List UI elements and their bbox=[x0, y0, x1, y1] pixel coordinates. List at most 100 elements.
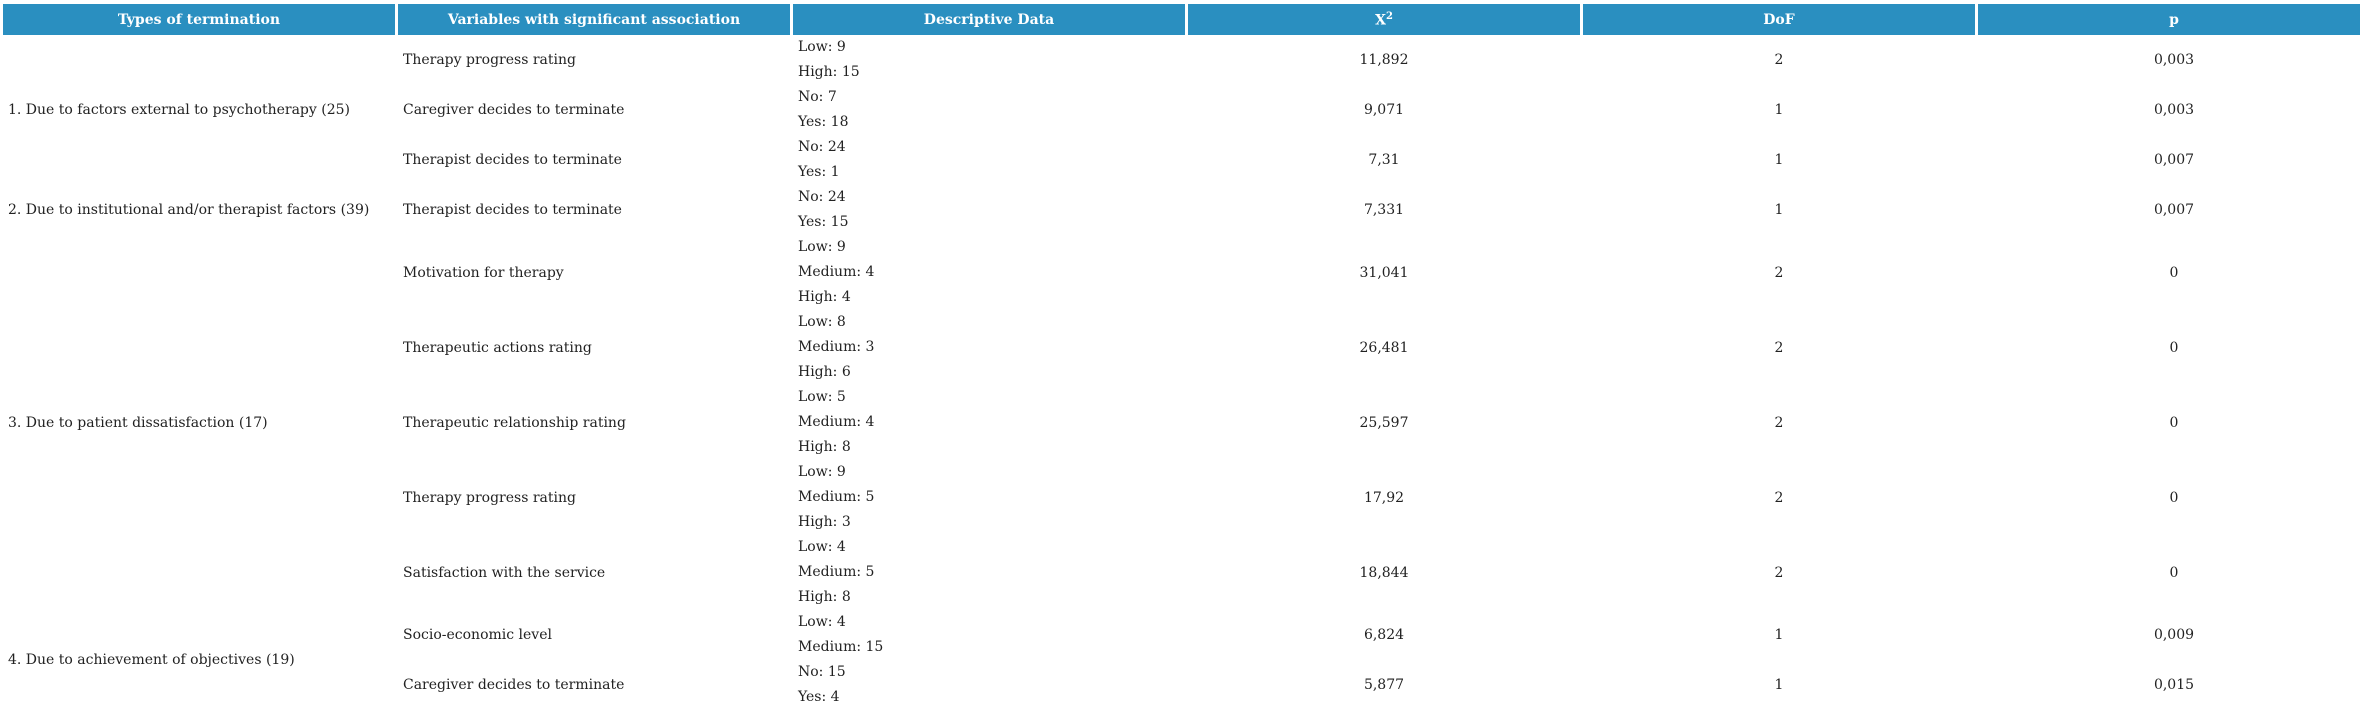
descriptive-line: Yes: 18 bbox=[798, 114, 849, 130]
dof-cell: 1 bbox=[1774, 152, 1784, 168]
chi-square-cell: 18,844 bbox=[1359, 564, 1409, 581]
table-body: 1. Due to factors external to psychother… bbox=[3, 35, 2360, 710]
descriptive-line: Medium: 3 bbox=[798, 339, 875, 355]
variable-cell: Therapy progress rating bbox=[403, 52, 576, 68]
p-value-cell: 0 bbox=[2169, 264, 2179, 281]
descriptive-cell: Low: 9 High: 15 bbox=[793, 35, 1185, 85]
descriptive-line: High: 15 bbox=[798, 64, 860, 80]
descriptive-cell: No: 24 Yes: 15 bbox=[793, 185, 1185, 235]
header-desc: Descriptive Data bbox=[793, 4, 1185, 35]
descriptive-line: Low: 8 bbox=[798, 314, 846, 330]
descriptive-line: High: 6 bbox=[798, 364, 851, 380]
descriptive-cell: Low: 4 Medium: 5 High: 8 bbox=[793, 535, 1185, 610]
chi-square-cell: 25,597 bbox=[1359, 414, 1409, 431]
descriptive-line: Medium: 4 bbox=[798, 414, 875, 430]
descriptive-line: No: 24 bbox=[798, 139, 846, 155]
header-chi: X2 bbox=[1188, 4, 1580, 35]
descriptive-line: No: 24 bbox=[798, 189, 846, 205]
descriptive-line: High: 4 bbox=[798, 289, 851, 305]
table-row: Therapeutic actions rating Low: 8 Medium: … bbox=[3, 310, 2360, 385]
descriptive-line: Medium: 15 bbox=[798, 639, 884, 655]
dof-cell: 2 bbox=[1774, 489, 1784, 506]
chi-square-cell: 17,92 bbox=[1363, 489, 1405, 506]
dof-cell: 1 bbox=[1774, 627, 1784, 643]
descriptive-line: Low: 4 bbox=[798, 614, 846, 630]
variable-cell: Caregiver decides to terminate bbox=[403, 102, 625, 118]
descriptive-cell: No: 24 Yes: 1 bbox=[793, 135, 1185, 185]
p-value-cell: 0,003 bbox=[2153, 102, 2195, 118]
chi-square-cell: 31,041 bbox=[1359, 264, 1409, 281]
termination-type-cell: 4. Due to achievement of objectives (19) bbox=[8, 652, 295, 668]
dof-cell: 2 bbox=[1774, 339, 1784, 356]
dof-cell: 1 bbox=[1774, 677, 1784, 693]
descriptive-cell: Low: 9 Medium: 4 High: 4 bbox=[793, 235, 1185, 310]
p-value-cell: 0,009 bbox=[2153, 627, 2195, 643]
descriptive-line: Low: 4 bbox=[798, 539, 846, 555]
termination-type-cell: 2. Due to institutional and/or therapist… bbox=[8, 202, 370, 218]
table-row: Satisfaction with the service Low: 4 Mediu… bbox=[3, 535, 2360, 610]
header-row: Types of termination Variables with sign… bbox=[3, 4, 2360, 35]
table-row: Caregiver decides to terminate No: 7 Yes: … bbox=[3, 85, 2360, 135]
descriptive-line: High: 3 bbox=[798, 514, 851, 530]
chi-square-cell: 6,824 bbox=[1363, 627, 1405, 643]
descriptive-cell: Low: 5 Medium: 4 High: 8 bbox=[793, 385, 1185, 460]
p-value-cell: 0 bbox=[2169, 414, 2179, 431]
descriptive-line: No: 15 bbox=[798, 664, 846, 680]
header-chi-sup: 2 bbox=[1385, 10, 1393, 22]
termination-type-cell: 3. Due to patient dissatisfaction (17) bbox=[8, 414, 268, 431]
descriptive-line: Medium: 5 bbox=[798, 564, 875, 580]
table-row: Therapist decides to terminate No: 24 Yes:… bbox=[3, 135, 2360, 185]
p-value-cell: 0 bbox=[2169, 489, 2179, 506]
chi-square-cell: 7,331 bbox=[1363, 202, 1405, 218]
p-value-cell: 0 bbox=[2169, 339, 2179, 356]
variable-cell: Socio-economic level bbox=[403, 627, 552, 643]
table-row: 3. Due to patient dissatisfaction (17) Mo… bbox=[3, 235, 2360, 431]
descriptive-line: Low: 9 bbox=[798, 39, 846, 55]
variable-cell: Satisfaction with the service bbox=[403, 564, 606, 581]
descriptive-cell: Low: 4 Medium: 15 bbox=[793, 610, 1185, 660]
descriptive-line: Yes: 15 bbox=[798, 214, 849, 230]
variable-cell: Therapist decides to terminate bbox=[403, 202, 622, 218]
descriptive-line: High: 8 bbox=[798, 439, 851, 455]
descriptive-line: Medium: 4 bbox=[798, 264, 875, 280]
descriptive-cell: Low: 9 Medium: 5 High: 3 bbox=[793, 460, 1185, 535]
variable-cell: Therapist decides to terminate bbox=[403, 152, 622, 168]
dof-cell: 1 bbox=[1774, 202, 1784, 218]
variable-cell: Therapy progress rating bbox=[403, 489, 576, 506]
table-row: Therapy progress rating Low: 9 Medium: 5 Hi… bbox=[3, 460, 2360, 535]
descriptive-line: Low: 5 bbox=[798, 389, 846, 405]
descriptive-cell: Low: 8 Medium: 3 High: 6 bbox=[793, 310, 1185, 385]
p-value-cell: 0,015 bbox=[2153, 677, 2195, 693]
descriptive-line: High: 8 bbox=[798, 589, 851, 605]
table-row: 1. Due to factors external to psychother… bbox=[3, 35, 2360, 118]
dof-cell: 2 bbox=[1774, 264, 1784, 281]
table-row: 2. Due to institutional and/or therapist… bbox=[3, 185, 2360, 235]
header-var: Variables with significant association bbox=[398, 4, 790, 35]
descriptive-line: Medium: 5 bbox=[798, 489, 875, 505]
descriptive-line: Yes: 1 bbox=[798, 164, 840, 180]
variable-cell: Caregiver decides to terminate bbox=[403, 677, 625, 693]
header-type: Types of termination bbox=[3, 4, 395, 35]
p-value-cell: 0,007 bbox=[2153, 202, 2195, 218]
chi-square-cell: 7,31 bbox=[1368, 152, 1400, 168]
dof-cell: 2 bbox=[1774, 414, 1784, 431]
dof-cell: 1 bbox=[1774, 102, 1784, 118]
table-row: Caregiver decides to terminate No: 15 Yes:… bbox=[3, 660, 2360, 710]
chi-square-cell: 26,481 bbox=[1359, 339, 1409, 356]
dof-cell: 2 bbox=[1774, 52, 1784, 68]
p-value-cell: 0 bbox=[2169, 564, 2179, 581]
descriptive-line: Low: 9 bbox=[798, 464, 846, 480]
table-row: Therapeutic relationship rating Low: 5 Med… bbox=[3, 385, 2360, 460]
results-table: Types of termination Variables with sign… bbox=[0, 4, 2360, 710]
p-value-cell: 0,007 bbox=[2153, 152, 2195, 168]
descriptive-cell: No: 15 Yes: 4 bbox=[793, 660, 1185, 710]
chi-square-cell: 9,071 bbox=[1363, 102, 1405, 118]
table-row: 4. Due to achievement of objectives (19)… bbox=[3, 610, 2360, 668]
chi-square-cell: 11,892 bbox=[1359, 52, 1409, 68]
descriptive-cell: No: 7 Yes: 18 bbox=[793, 85, 1185, 135]
header-p: p bbox=[1978, 4, 2360, 35]
header-dof: DoF bbox=[1583, 4, 1975, 35]
descriptive-line: Yes: 4 bbox=[798, 689, 840, 705]
termination-type-cell: 1. Due to factors external to psychother… bbox=[8, 102, 350, 118]
descriptive-line: Low: 9 bbox=[798, 239, 846, 255]
